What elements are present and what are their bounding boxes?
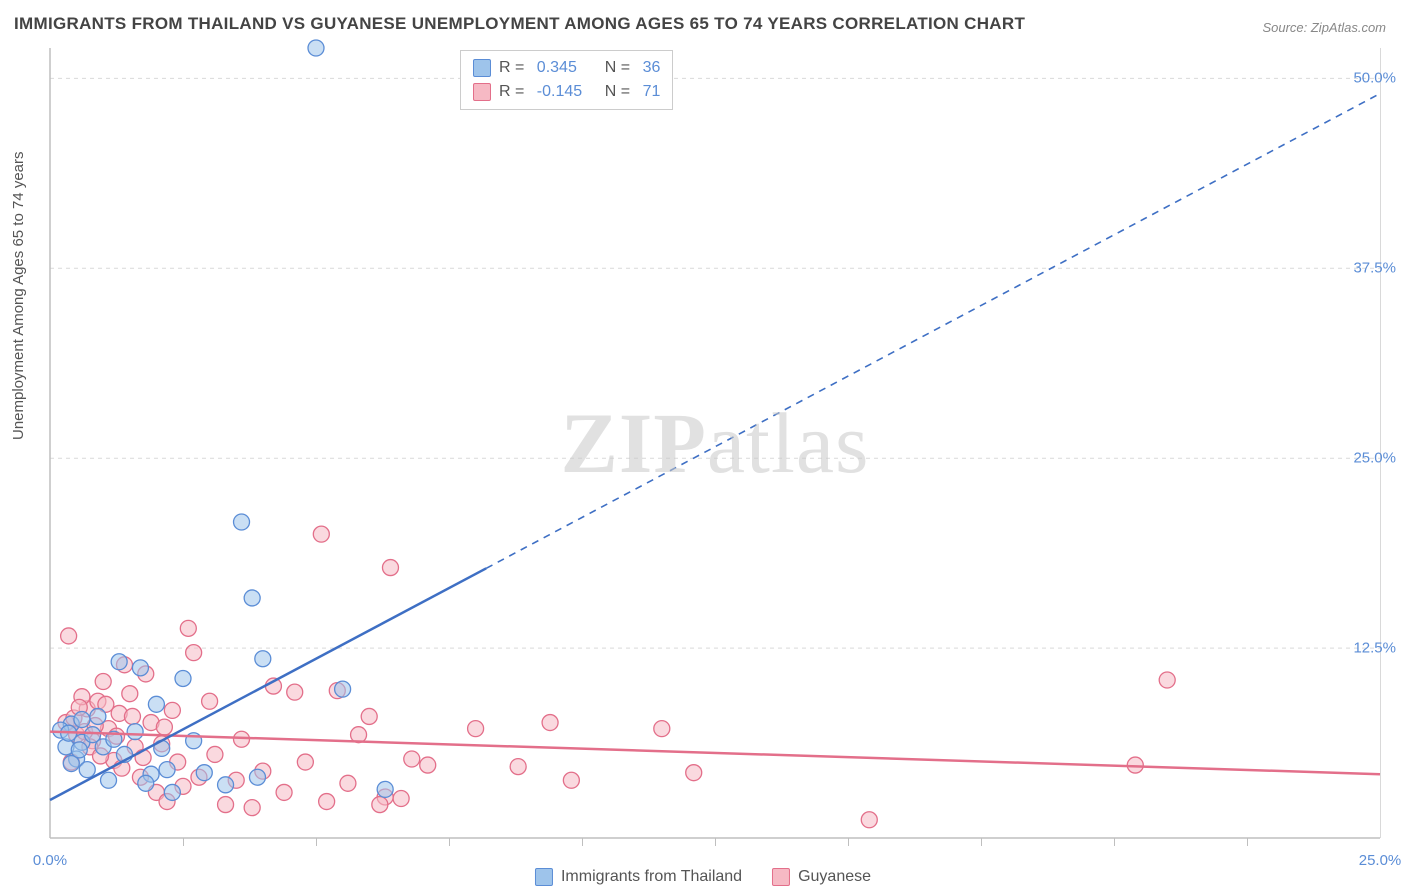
- legend-item-thailand: Immigrants from Thailand: [535, 868, 742, 886]
- y-tick-label: 37.5%: [1353, 260, 1396, 277]
- plot-svg: [50, 48, 1380, 838]
- series-legend: Immigrants from Thailand Guyanese: [535, 868, 871, 886]
- x-tick-mark: [183, 838, 184, 846]
- legend-row-guyanese: R = -0.145 N = 71: [473, 80, 660, 104]
- x-tick-mark: [316, 838, 317, 846]
- x-tick-mark: [981, 838, 982, 846]
- x-tick-mark: [1247, 838, 1248, 846]
- x-tick-mark: [582, 838, 583, 846]
- x-tick-mark: [848, 838, 849, 846]
- y-tick-label: 25.0%: [1353, 450, 1396, 467]
- scatter-plot: ZIPatlas: [50, 48, 1381, 838]
- legend-item-guyanese: Guyanese: [772, 868, 871, 886]
- chart-title: IMMIGRANTS FROM THAILAND VS GUYANESE UNE…: [14, 14, 1025, 34]
- correlation-legend: R = 0.345 N = 36 R = -0.145 N = 71: [460, 50, 673, 110]
- x-tick-mark: [715, 838, 716, 846]
- x-tick-mark: [449, 838, 450, 846]
- source-credit: Source: ZipAtlas.com: [1262, 20, 1386, 35]
- legend-row-thailand: R = 0.345 N = 36: [473, 56, 660, 80]
- swatch-thailand-icon: [535, 868, 553, 886]
- x-tick-label: 0.0%: [33, 852, 67, 869]
- x-tick-label: 25.0%: [1359, 852, 1402, 869]
- swatch-guyanese: [473, 83, 491, 101]
- swatch-thailand: [473, 59, 491, 77]
- x-tick-mark: [1114, 838, 1115, 846]
- y-tick-label: 50.0%: [1353, 70, 1396, 87]
- y-axis-label: Unemployment Among Ages 65 to 74 years: [10, 151, 27, 440]
- swatch-guyanese-icon: [772, 868, 790, 886]
- y-tick-label: 12.5%: [1353, 640, 1396, 657]
